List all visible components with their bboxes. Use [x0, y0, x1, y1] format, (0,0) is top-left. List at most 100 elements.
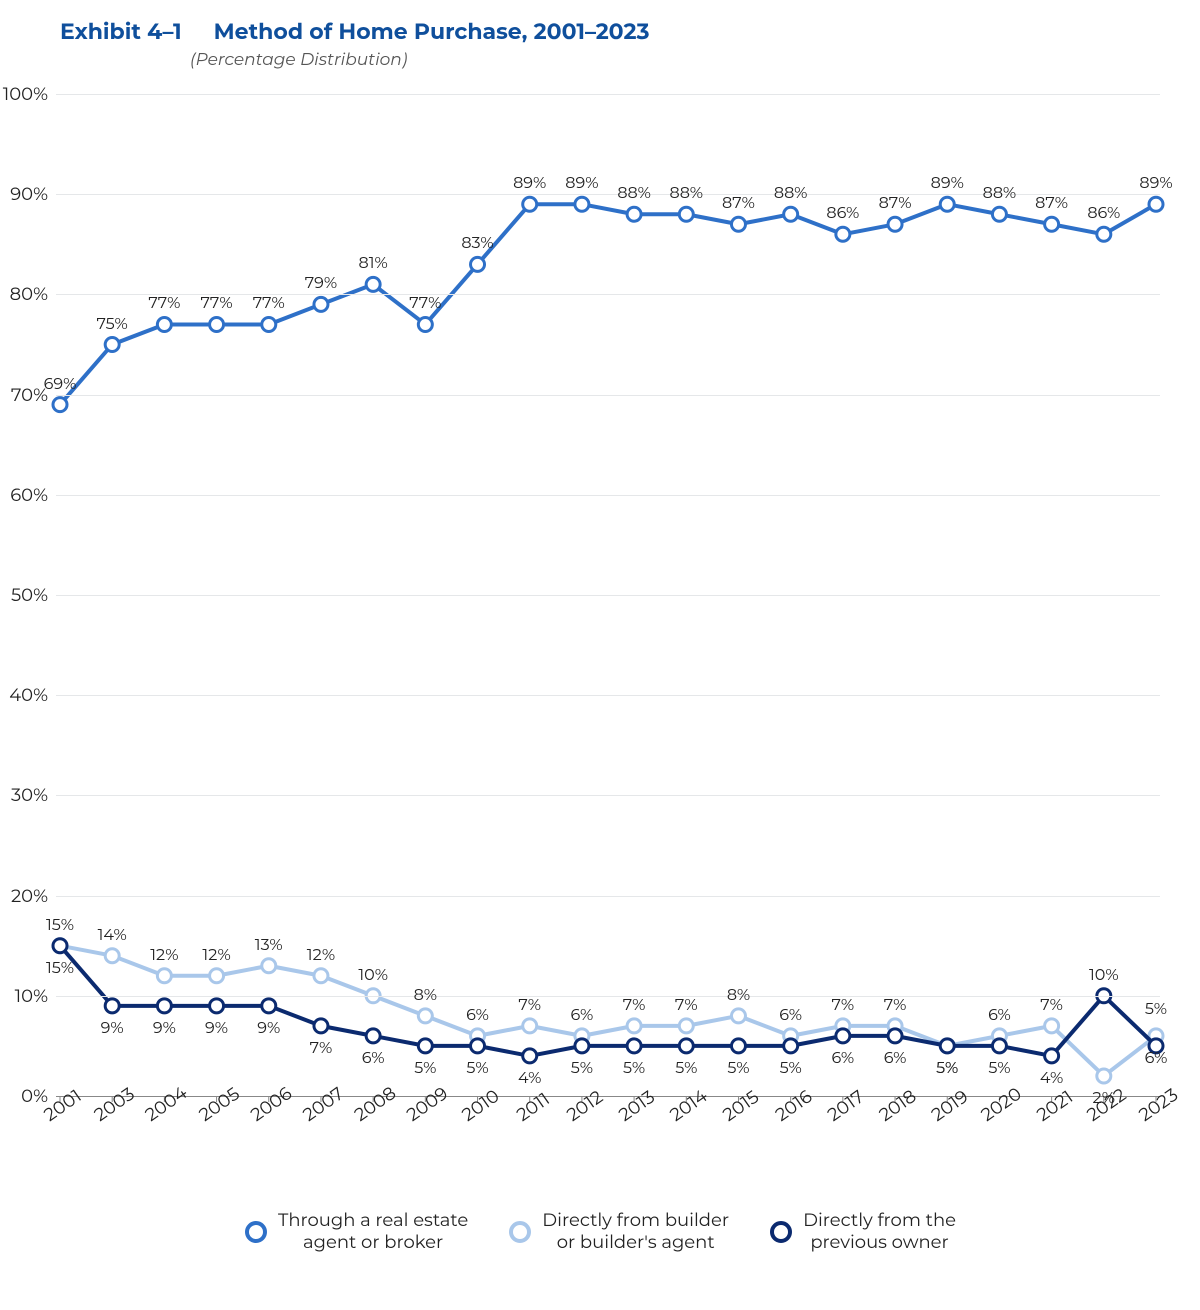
series-marker-prev-owner [731, 1039, 745, 1053]
data-label-agent: 89% [513, 174, 546, 193]
series-marker-prev-owner [888, 1029, 902, 1043]
y-tick-label: 90% [10, 183, 48, 205]
data-label-agent: 81% [359, 254, 388, 273]
series-marker-agent [627, 207, 641, 221]
title-row: Exhibit 4–1 Method of Home Purchase, 200… [60, 18, 650, 45]
data-label-builder: 6% [466, 1006, 489, 1025]
data-label-prev-owner: 9% [101, 1019, 124, 1038]
data-label-builder: 13% [255, 936, 283, 955]
data-label-builder: 12% [307, 946, 335, 965]
data-label-builder: 14% [98, 926, 127, 945]
series-marker-prev-owner [679, 1039, 693, 1053]
data-label-builder: 7% [1040, 996, 1063, 1015]
series-marker-prev-owner [784, 1039, 798, 1053]
data-label-prev-owner: 5% [466, 1059, 488, 1078]
series-marker-prev-owner [210, 999, 224, 1013]
data-label-agent: 83% [461, 234, 493, 253]
series-marker-builder [679, 1019, 693, 1033]
data-label-prev-owner: 5% [675, 1059, 697, 1078]
data-label-agent: 88% [670, 184, 704, 203]
data-label-prev-owner: 4% [518, 1069, 541, 1088]
data-label-builder: 6% [988, 1006, 1011, 1025]
data-label-builder: 12% [202, 946, 230, 965]
series-marker-prev-owner [627, 1039, 641, 1053]
series-marker-agent [157, 317, 171, 331]
data-label-agent: 87% [722, 194, 755, 213]
data-label-builder: 8% [414, 986, 437, 1005]
data-label-agent: 77% [148, 294, 180, 313]
series-marker-builder [523, 1019, 537, 1033]
series-marker-builder [105, 949, 119, 963]
data-label-agent: 69% [44, 375, 77, 394]
series-marker-prev-owner [157, 999, 171, 1013]
data-label-builder: 6% [779, 1006, 802, 1025]
y-tick-label: 30% [11, 784, 48, 806]
data-label-agent: 89% [931, 174, 964, 193]
series-marker-agent [731, 217, 745, 231]
gridline [56, 695, 1160, 696]
data-label-builder: 7% [675, 996, 698, 1015]
data-label-agent: 77% [201, 294, 233, 313]
y-tick-label: 60% [10, 484, 48, 506]
data-label-builder: 7% [884, 996, 907, 1015]
exhibit-subtitle: (Percentage Distribution) [190, 50, 407, 70]
series-marker-builder [210, 969, 224, 983]
data-label-prev-owner: 5% [571, 1059, 593, 1078]
data-label-builder: 7% [831, 996, 854, 1015]
data-label-prev-owner: 5% [623, 1059, 645, 1078]
exhibit-title: Method of Home Purchase, 2001–2023 [214, 18, 650, 45]
series-marker-agent [836, 227, 850, 241]
series-marker-agent [1097, 227, 1111, 241]
data-label-agent: 77% [253, 294, 285, 313]
data-label-prev-owner: 9% [205, 1019, 228, 1038]
y-tick-label: 50% [11, 584, 48, 606]
series-marker-agent [1149, 197, 1163, 211]
series-marker-agent [940, 197, 954, 211]
series-marker-prev-owner [418, 1039, 432, 1053]
data-label-builder: 6% [571, 1006, 594, 1025]
data-label-prev-owner: 4% [1040, 1069, 1063, 1088]
legend-marker-icon [244, 1220, 268, 1244]
legend-label: Through a real estateagent or broker [278, 1210, 468, 1253]
data-label-agent: 77% [409, 294, 441, 313]
data-label-builder: 15% [46, 916, 74, 935]
data-label-prev-owner: 5% [414, 1059, 436, 1078]
data-label-builder: 7% [623, 996, 646, 1015]
data-label-prev-owner: 5% [780, 1059, 802, 1078]
data-label-prev-owner: 6% [884, 1049, 907, 1068]
gridline [56, 595, 1160, 596]
legend-item-builder: Directly from builderor builder's agent [508, 1210, 729, 1253]
series-marker-agent [262, 317, 276, 331]
gridline [56, 94, 1160, 95]
data-label-agent: 88% [617, 184, 651, 203]
data-label-agent: 79% [305, 274, 337, 293]
y-tick-label: 20% [11, 885, 48, 907]
data-label-prev-owner: 7% [310, 1039, 333, 1058]
series-marker-agent [888, 217, 902, 231]
series-marker-prev-owner [992, 1039, 1006, 1053]
data-label-agent: 86% [826, 204, 859, 223]
legend-label: Directly from theprevious owner [803, 1210, 956, 1253]
data-label-prev-owner: 5% [936, 1059, 958, 1078]
series-marker-agent [1045, 217, 1059, 231]
series-marker-prev-owner [366, 1029, 380, 1043]
page: Exhibit 4–1 Method of Home Purchase, 200… [0, 0, 1200, 1310]
data-label-agent: 87% [1035, 194, 1068, 213]
line-chart: 0%10%20%30%40%50%60%70%80%90%100%2001200… [56, 90, 1160, 1100]
legend: Through a real estateagent or broker Dire… [0, 1210, 1200, 1253]
gridline [56, 996, 1160, 997]
series-marker-prev-owner [836, 1029, 850, 1043]
data-label-agent: 89% [565, 174, 598, 193]
gridline [56, 495, 1160, 496]
series-marker-agent [679, 207, 693, 221]
legend-item-prev-owner: Directly from theprevious owner [769, 1210, 956, 1253]
data-label-agent: 75% [97, 315, 128, 334]
series-marker-prev-owner [314, 1019, 328, 1033]
series-marker-prev-owner [53, 939, 67, 953]
series-marker-agent [471, 257, 485, 271]
series-marker-agent [784, 207, 798, 221]
series-marker-agent [105, 338, 119, 352]
data-label-builder: 2% [1093, 1089, 1116, 1108]
legend-label: Directly from builderor builder's agent [542, 1210, 729, 1253]
data-label-prev-owner: 5% [988, 1059, 1010, 1078]
